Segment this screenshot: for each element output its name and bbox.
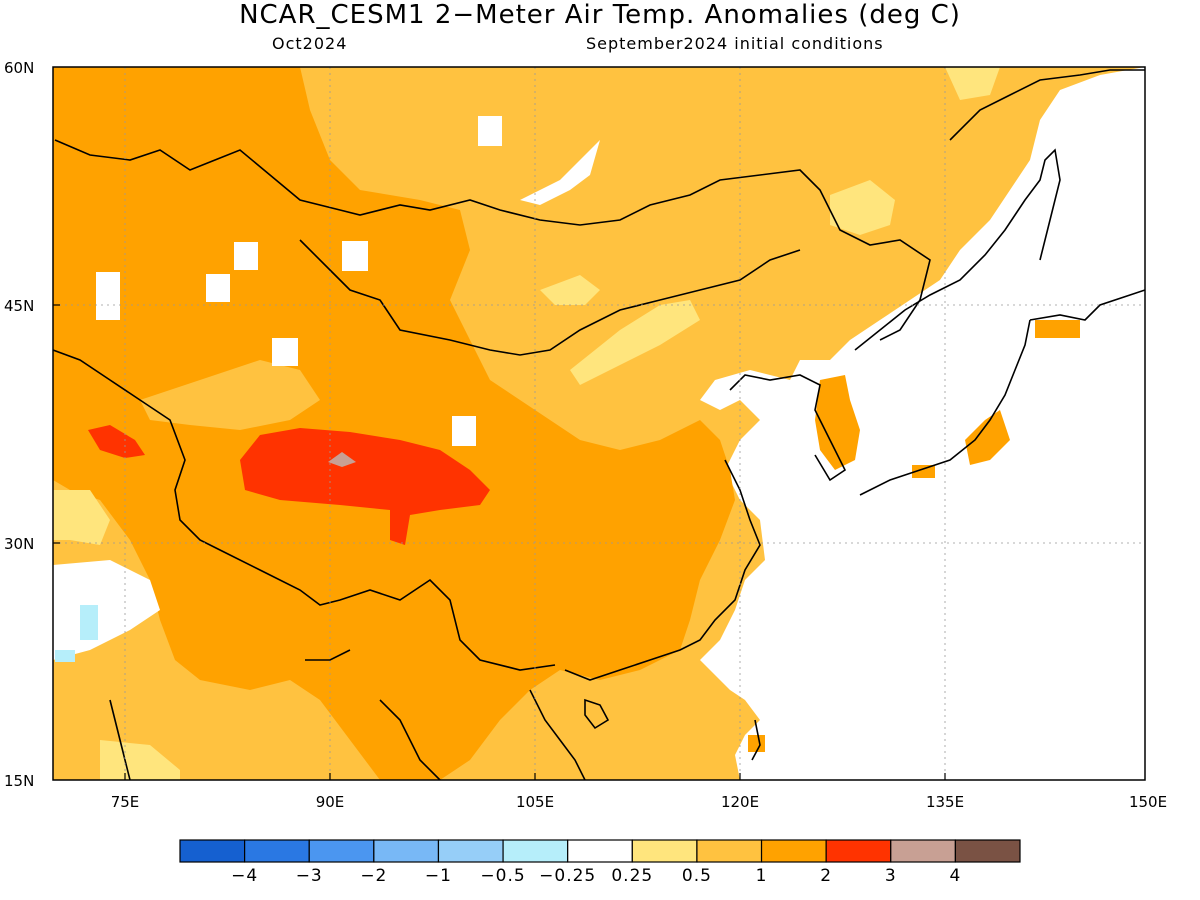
initial-conditions: September2024 initial conditions — [586, 34, 884, 53]
legend-label: 4 — [949, 866, 962, 886]
anomaly-2-3-tibet — [240, 428, 490, 545]
map-plot-area — [53, 67, 1145, 780]
legend-swatch — [825, 839, 892, 863]
legend-label: 0.5 — [681, 866, 712, 886]
map-frame — [52, 66, 1146, 781]
forecast-month: Oct2024 — [272, 34, 348, 53]
lat-label-30n: 30N — [4, 535, 35, 553]
axis-ticks — [53, 304, 946, 780]
legend-swatch — [760, 839, 827, 863]
legend-swatch — [502, 839, 569, 863]
legend-swatch — [179, 839, 246, 863]
anomaly-negative-india-2 — [55, 650, 75, 662]
legend-label: 2 — [820, 866, 833, 886]
no-data-cell — [452, 416, 476, 446]
no-data-cell — [206, 274, 230, 302]
anomaly-0.25-0.5-farnortheast — [945, 67, 1000, 100]
lat-label-15n: 15N — [4, 772, 35, 790]
lon-label-150e: 150E — [1128, 793, 1168, 811]
lat-label-45n: 45N — [4, 297, 35, 315]
lon-label-135e: 135E — [925, 793, 965, 811]
anomaly-near-zero-india — [53, 560, 160, 660]
lat-label-60n: 60N — [4, 59, 35, 77]
legend-label: −0.5 — [480, 866, 526, 886]
hokkaido-land — [1035, 320, 1080, 338]
no-data-cell — [96, 272, 120, 320]
anomaly-0.25-0.5-mongolia — [540, 275, 600, 305]
legend-label: 1 — [755, 866, 768, 886]
legend-swatch — [373, 839, 440, 863]
taiwan-land — [748, 735, 765, 752]
coastlines — [53, 69, 1145, 780]
no-data-cell — [478, 116, 502, 146]
ocean-region — [700, 67, 1145, 780]
legend-label: −4 — [231, 866, 259, 886]
legend-label: 3 — [884, 866, 897, 886]
legend-swatch — [631, 839, 698, 863]
anomaly-0.25-0.5-south — [100, 740, 180, 780]
legend-swatch — [696, 839, 763, 863]
legend-swatch — [437, 839, 504, 863]
legend-swatch — [308, 839, 375, 863]
lon-label-105e: 105E — [515, 793, 555, 811]
no-data-cell — [234, 242, 258, 270]
lon-label-90e: 90E — [315, 793, 345, 811]
anomaly-0.5-1-patch — [140, 360, 320, 430]
legend-swatch — [244, 839, 310, 863]
legend-swatch — [890, 839, 956, 863]
no-data-cell — [272, 338, 298, 366]
anomaly-3-4-patch — [328, 452, 356, 467]
korea-land — [815, 375, 860, 470]
legend-label: −2 — [360, 866, 388, 886]
legend-label: 0.25 — [611, 866, 654, 886]
anomaly-2-3-pamir — [88, 425, 145, 458]
honshu-land — [912, 465, 935, 478]
anomaly-1-2-region — [53, 67, 735, 780]
legend-label: −0.25 — [539, 866, 597, 886]
legend-label: −1 — [424, 866, 452, 886]
anomaly-0.25-0.5-innermongolia — [570, 300, 700, 385]
legend-swatch — [954, 839, 1021, 863]
no-data-cell — [342, 241, 368, 271]
anomaly-0.25-0.5-india — [53, 490, 110, 545]
anomaly-negative-india — [80, 605, 98, 640]
map-title: NCAR_CESM1 2−Meter Air Temp. Anomalies (… — [239, 0, 961, 30]
legend-swatch — [567, 839, 633, 863]
legend-label: −3 — [295, 866, 323, 886]
gridlines — [53, 67, 1145, 780]
japan-land — [965, 410, 1010, 465]
lon-label-75e: 75E — [110, 793, 140, 811]
lake-baikal — [520, 140, 600, 205]
anomaly-0.25-0.5-northeast — [830, 180, 895, 235]
lon-label-120e: 120E — [720, 793, 760, 811]
